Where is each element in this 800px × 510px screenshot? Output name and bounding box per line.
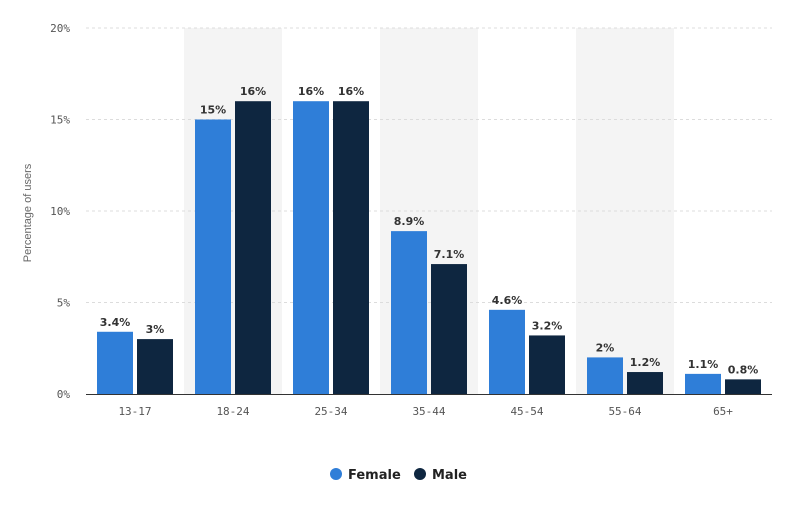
y-tick-label: 0% xyxy=(57,388,71,401)
y-axis-ticks: 0% 5% 10% 15% 20% xyxy=(50,22,70,401)
data-label-male: 3.2% xyxy=(532,319,563,332)
legend-label-female: Female xyxy=(348,468,401,483)
y-tick-label: 20% xyxy=(50,22,70,35)
data-label-male: 16% xyxy=(240,85,266,98)
data-label-female: 2% xyxy=(596,341,615,354)
bar-male-18-24 xyxy=(235,101,271,394)
bar-male-35-44 xyxy=(431,264,467,394)
x-axis-ticks: 13-17 18-24 25-34 35-44 45-54 55-64 65+ xyxy=(118,405,733,418)
x-tick-label: 45-54 xyxy=(510,405,543,418)
bar-female-25-34 xyxy=(293,101,329,394)
y-axis-label: Percentage of users xyxy=(22,163,34,262)
x-tick-label: 25-34 xyxy=(314,405,347,418)
data-label-female: 3.4% xyxy=(100,316,131,329)
data-label-female: 4.6% xyxy=(492,294,523,307)
data-label-male: 3% xyxy=(146,323,165,336)
data-label-male: 1.2% xyxy=(630,356,661,369)
legend: Female Male xyxy=(330,468,467,483)
bar-female-65+ xyxy=(685,373,721,394)
y-tick-label: 15% xyxy=(50,114,70,127)
x-tick-label: 13-17 xyxy=(118,405,151,418)
legend-marker-female xyxy=(330,468,342,480)
data-label-female: 16% xyxy=(298,85,324,98)
bar-female-35-44 xyxy=(391,231,427,394)
x-tick-label: 55-64 xyxy=(608,405,641,418)
y-tick-label: 5% xyxy=(57,297,71,310)
data-label-male: 16% xyxy=(338,85,364,98)
data-label-male: 7.1% xyxy=(434,248,465,261)
bar-female-13-17 xyxy=(97,331,133,394)
bar-male-65+ xyxy=(725,379,761,394)
data-label-male: 0.8% xyxy=(728,363,759,376)
bar-male-13-17 xyxy=(137,339,173,394)
x-tick-label: 35-44 xyxy=(412,405,445,418)
data-label-female: 8.9% xyxy=(394,215,425,228)
bar-male-45-54 xyxy=(529,335,565,394)
data-labels: 3.4% 3% 15% 16% 16% 16% 8.9% 7.1% 4.6% 3.2% 2% 1.2%… xyxy=(100,85,759,376)
bars xyxy=(97,101,761,394)
bar-female-18-24 xyxy=(195,119,231,394)
data-label-female: 15% xyxy=(200,104,226,117)
legend-marker-male xyxy=(414,468,426,480)
bar-female-45-54 xyxy=(489,309,525,394)
legend-label-male: Male xyxy=(432,468,467,483)
data-label-female: 1.1% xyxy=(688,358,719,371)
x-tick-label: 18-24 xyxy=(216,405,249,418)
bar-male-55-64 xyxy=(627,372,663,394)
y-tick-label: 10% xyxy=(50,205,70,218)
bar-female-55-64 xyxy=(587,357,623,394)
bar-male-25-34 xyxy=(333,101,369,394)
x-tick-label: 65+ xyxy=(713,405,733,418)
